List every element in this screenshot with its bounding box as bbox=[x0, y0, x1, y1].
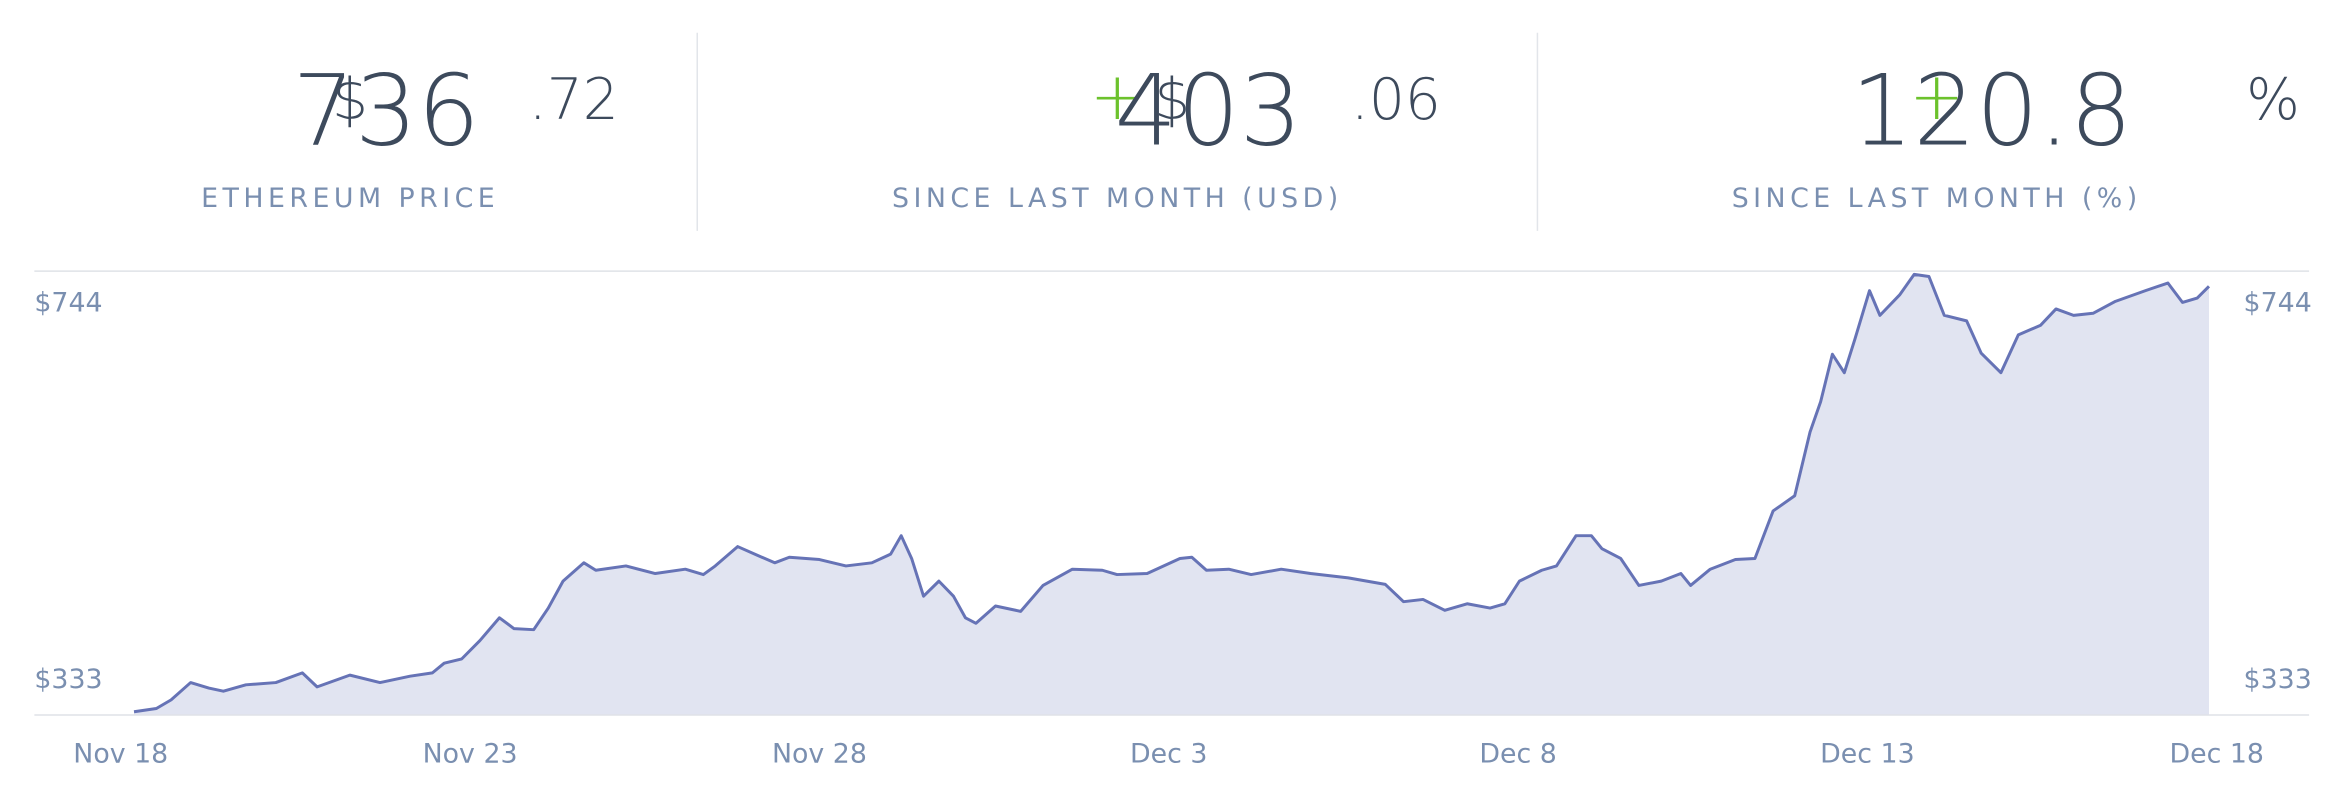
x-tick-label: Nov 23 bbox=[423, 739, 518, 770]
stat-sign: + bbox=[1090, 59, 1145, 135]
x-tick-label: Dec 18 bbox=[2169, 739, 2263, 770]
stat-integer: 120.8 bbox=[1851, 54, 2132, 168]
x-tick-label: Dec 13 bbox=[1820, 739, 1914, 770]
x-tick-label: Nov 28 bbox=[772, 739, 867, 770]
x-tick-label: Dec 8 bbox=[1479, 739, 1556, 770]
y-tick-label: $333 bbox=[2244, 664, 2312, 695]
stat-value: +120.8% bbox=[1851, 54, 2300, 168]
price-line bbox=[133, 272, 2211, 714]
y-tick-label: $744 bbox=[2244, 287, 2312, 318]
stat-label: SINCE LAST MONTH (USD) bbox=[892, 183, 1343, 214]
x-tick-label: Dec 3 bbox=[1130, 739, 1207, 770]
stat-integer: 736 bbox=[292, 54, 480, 168]
stat-value: $736 .72 bbox=[292, 54, 618, 168]
stat-value: + $403 .06 bbox=[1090, 54, 1441, 168]
y-tick-label: $333 bbox=[34, 664, 102, 695]
stat-label: SINCE LAST MONTH (%) bbox=[1732, 183, 2142, 214]
stat-fraction: .72 bbox=[529, 67, 619, 133]
stat-integer: 403 bbox=[1114, 54, 1302, 168]
stat-currency: $ bbox=[1154, 67, 1190, 133]
x-tick-label: Nov 18 bbox=[73, 739, 168, 770]
chart: $333 $333 $744 $744 Nov 18 Nov 23 Nov 28 Dec 3 D… bbox=[34, 270, 2312, 770]
y-tick-label: $744 bbox=[34, 287, 102, 318]
stat-label: ETHEREUM PRICE bbox=[201, 183, 499, 214]
area-fill bbox=[134, 274, 2209, 716]
stat-currency: $ bbox=[332, 67, 368, 133]
stat-unit: % bbox=[2246, 67, 2300, 133]
stat-fraction: .06 bbox=[1351, 67, 1441, 133]
stat-sign: + bbox=[1909, 59, 1964, 135]
